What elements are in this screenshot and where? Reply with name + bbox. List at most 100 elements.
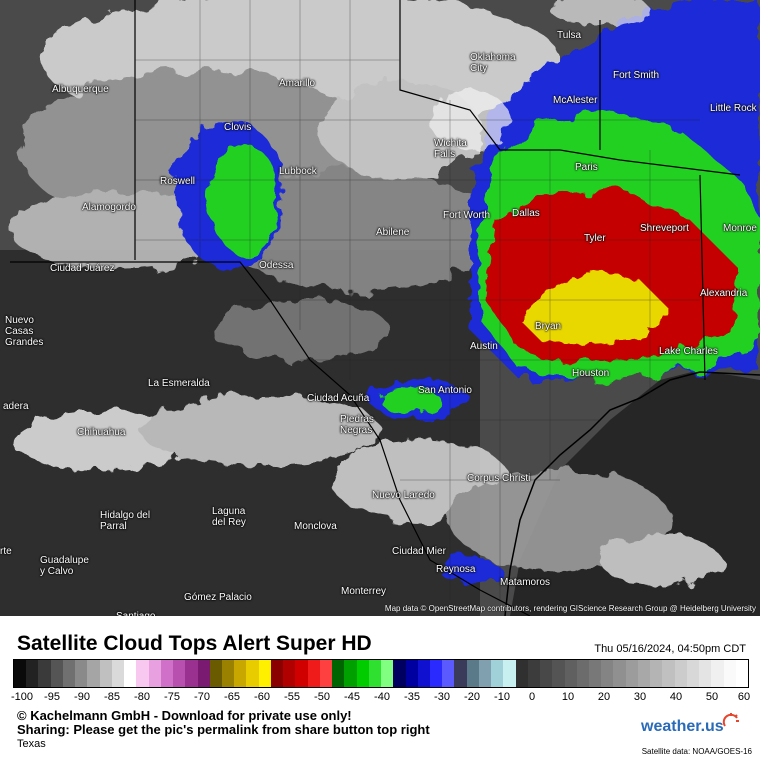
colorbar-segment xyxy=(234,660,247,687)
colorbar-segment xyxy=(491,660,504,687)
city-label: Lake Charles xyxy=(659,346,718,357)
colorbar-segment xyxy=(613,660,626,687)
region-label: Texas xyxy=(17,738,46,750)
satellite-imagery xyxy=(0,0,760,616)
tick-label: -30 xyxy=(434,691,450,703)
city-label: Piedras Negras xyxy=(340,414,374,436)
colorbar-segment xyxy=(601,660,614,687)
city-label: Monroe xyxy=(723,223,757,234)
tick-label: -20 xyxy=(464,691,480,703)
city-label: McAlester xyxy=(553,95,598,106)
colorbar-segment xyxy=(75,660,88,687)
city-label: adera xyxy=(3,401,29,412)
city-label: Ciudad Acuña xyxy=(307,393,370,404)
city-label: Roswell xyxy=(160,176,196,187)
city-label: Ciudad Juárez xyxy=(50,263,115,274)
colorbar-segment xyxy=(160,660,174,687)
city-label: Hidalgo del Parral xyxy=(100,510,151,532)
city-label: Odessa xyxy=(259,260,294,271)
tick-label: -85 xyxy=(104,691,120,703)
colorbar-segment xyxy=(686,660,700,687)
colorbar-segment xyxy=(429,660,443,687)
colorbar-segment xyxy=(14,660,27,687)
colorbar-segment xyxy=(405,660,418,687)
colorbar-segment xyxy=(662,660,675,687)
temperature-colorbar xyxy=(13,659,749,688)
city-label: Fort Worth xyxy=(443,210,491,221)
colorbar-segment xyxy=(735,660,749,687)
colorbar-segment xyxy=(332,660,345,687)
city-label: Monterrey xyxy=(341,586,387,597)
city-label: Houston xyxy=(572,368,610,379)
colorbar-segment xyxy=(185,660,198,687)
city-label: Fort Smith xyxy=(613,70,660,81)
city-label: Monclova xyxy=(294,521,337,532)
tick-label: -40 xyxy=(374,691,390,703)
city-label: Abilene xyxy=(376,227,410,238)
tick-label: -80 xyxy=(134,691,150,703)
valid-time: Thu 05/16/2024, 04:50pm CDT xyxy=(594,643,746,655)
city-label: Nuevo Casas Grandes xyxy=(5,315,44,348)
colorbar-segment xyxy=(197,660,210,687)
tick-label: 20 xyxy=(597,691,611,703)
colorbar-segment xyxy=(124,660,137,687)
colorbar-segment xyxy=(368,660,382,687)
colorbar-segment xyxy=(589,660,602,687)
colorbar-segment xyxy=(527,660,541,687)
colorbar-segment xyxy=(552,660,565,687)
tick-label: 10 xyxy=(561,691,575,703)
city-label: Dallas xyxy=(512,208,540,219)
colorbar-segment xyxy=(87,660,100,687)
colorbar-segment xyxy=(111,660,125,687)
colorbar-segment xyxy=(515,660,528,687)
tick-label: 60 xyxy=(737,691,751,703)
colorbar-segment xyxy=(723,660,736,687)
city-label: Laguna del Rey xyxy=(212,506,246,528)
colorbar-ticks: -100 -95 -90 -85 -80 -75 -70 -65 -60 -55 -50 -45 -40… xyxy=(0,691,760,705)
colorbar-segment xyxy=(307,660,320,687)
colorbar-segment xyxy=(344,660,357,687)
city-label: Reynosa xyxy=(436,564,476,575)
colorbar-segment xyxy=(650,660,663,687)
tick-label: -60 xyxy=(254,691,270,703)
tick-label: -35 xyxy=(404,691,420,703)
tick-label: -55 xyxy=(284,691,300,703)
colorbar-segment xyxy=(148,660,161,687)
city-label: Oklahoma City xyxy=(470,52,516,74)
colorbar-segment xyxy=(246,660,259,687)
colorbar-segment xyxy=(209,660,222,687)
colorbar-segment xyxy=(295,660,308,687)
city-label: La Esmeralda xyxy=(148,378,210,389)
colorbar-segment xyxy=(674,660,687,687)
city-label: Lubbock xyxy=(279,166,317,177)
colorbar-segment xyxy=(283,660,296,687)
colorbar-segment xyxy=(136,660,149,687)
city-label: Santiago xyxy=(116,611,155,616)
city-label: Gómez Palacio xyxy=(184,592,252,603)
city-label: rte xyxy=(0,546,12,557)
colorbar-segment xyxy=(38,660,51,687)
colorbar-segment xyxy=(173,660,186,687)
weather-us-logo[interactable]: weather.us xyxy=(641,718,724,735)
city-label: Clovis xyxy=(224,122,252,133)
colorbar-segment xyxy=(50,660,63,687)
tick-label: -10 xyxy=(494,691,510,703)
tick-label: -45 xyxy=(344,691,360,703)
colorbar-segment xyxy=(270,660,284,687)
city-label: Paris xyxy=(575,162,598,173)
colorbar-segment xyxy=(221,660,235,687)
colorbar-segment xyxy=(393,660,406,687)
colorbar-segment xyxy=(576,660,590,687)
tick-label: -50 xyxy=(314,691,330,703)
copyright-notice: © Kachelmann GmbH - Download for private… xyxy=(17,708,352,723)
tick-label: -90 xyxy=(74,691,90,703)
city-label: San Antonio xyxy=(418,385,472,396)
colorbar-segment xyxy=(637,660,651,687)
city-label: Alexandria xyxy=(700,288,748,299)
sharing-notice: Sharing: Please get the pic's permalink … xyxy=(17,722,430,737)
tick-label: 50 xyxy=(705,691,719,703)
colorbar-segment xyxy=(62,660,76,687)
city-label: Wichita Falls xyxy=(434,138,467,160)
tick-label: 0 xyxy=(528,691,536,703)
city-label: Ciudad Mier xyxy=(392,546,446,557)
